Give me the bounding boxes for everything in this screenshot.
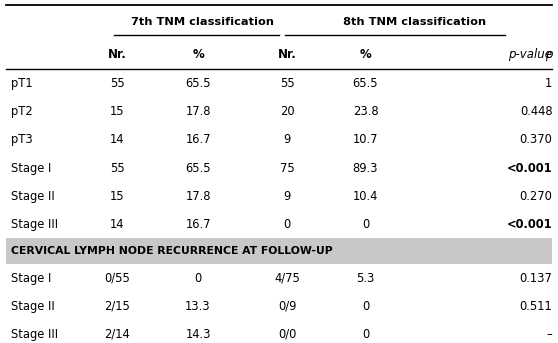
Text: 0: 0 (362, 218, 369, 231)
Text: 89.3: 89.3 (353, 162, 378, 175)
Text: –: – (547, 328, 552, 341)
Text: 65.5: 65.5 (185, 77, 211, 90)
Text: 17.8: 17.8 (185, 105, 211, 118)
Text: Stage II: Stage II (11, 190, 55, 203)
Text: %: % (359, 48, 372, 60)
Text: 23.8: 23.8 (353, 105, 378, 118)
Text: 13.3: 13.3 (185, 300, 211, 313)
Text: p: p (545, 48, 552, 60)
Text: 0.511: 0.511 (519, 300, 552, 313)
Text: 2/14: 2/14 (104, 328, 130, 341)
Text: 1: 1 (545, 77, 552, 90)
Text: 65.5: 65.5 (185, 162, 211, 175)
Text: 55: 55 (110, 77, 124, 90)
Text: Nr.: Nr. (108, 48, 127, 60)
Text: 4/75: 4/75 (275, 272, 300, 285)
Text: 0: 0 (362, 300, 369, 313)
Text: 0/55: 0/55 (104, 272, 130, 285)
Text: 14: 14 (110, 133, 124, 146)
Text: 0: 0 (284, 218, 291, 231)
Text: 0.370: 0.370 (519, 133, 552, 146)
Text: pT3: pT3 (11, 133, 33, 146)
Text: p-value: p-value (508, 48, 552, 60)
Text: 75: 75 (280, 162, 295, 175)
Text: %: % (192, 48, 204, 60)
Text: pT2: pT2 (11, 105, 33, 118)
Text: 55: 55 (110, 162, 124, 175)
Text: Stage I: Stage I (11, 162, 51, 175)
Text: Stage I: Stage I (11, 272, 51, 285)
Text: 16.7: 16.7 (185, 133, 211, 146)
Text: 10.4: 10.4 (353, 190, 378, 203)
Text: Stage III: Stage III (11, 328, 58, 341)
Text: 2/15: 2/15 (104, 300, 130, 313)
Text: 16.7: 16.7 (185, 218, 211, 231)
Text: 9: 9 (284, 133, 291, 146)
Text: 0.137: 0.137 (519, 272, 552, 285)
Text: 0.270: 0.270 (519, 190, 552, 203)
Text: 0: 0 (362, 328, 369, 341)
Text: 0.448: 0.448 (520, 105, 552, 118)
Text: 15: 15 (110, 190, 124, 203)
Text: Nr.: Nr. (278, 48, 297, 60)
Text: 14.3: 14.3 (185, 328, 211, 341)
Text: 0: 0 (195, 272, 201, 285)
Text: 17.8: 17.8 (185, 190, 211, 203)
Text: Stage II: Stage II (11, 300, 55, 313)
Text: 9: 9 (284, 190, 291, 203)
Text: <0.001: <0.001 (507, 162, 552, 175)
Text: CERVICAL LYMPH NODE RECURRENCE AT FOLLOW-UP: CERVICAL LYMPH NODE RECURRENCE AT FOLLOW… (11, 246, 333, 256)
Text: 65.5: 65.5 (353, 77, 378, 90)
Text: 5.3: 5.3 (357, 272, 374, 285)
Text: <0.001: <0.001 (507, 218, 552, 231)
Text: 10.7: 10.7 (353, 133, 378, 146)
Text: 0/9: 0/9 (278, 300, 296, 313)
Text: 20: 20 (280, 105, 295, 118)
Text: 14: 14 (110, 218, 124, 231)
Text: pT1: pT1 (11, 77, 33, 90)
Text: 8th TNM classification: 8th TNM classification (343, 17, 486, 27)
Text: 15: 15 (110, 105, 124, 118)
Text: 7th TNM classification: 7th TNM classification (131, 17, 274, 27)
Text: Stage III: Stage III (11, 218, 58, 231)
FancyBboxPatch shape (6, 238, 552, 264)
Text: 0/0: 0/0 (278, 328, 296, 341)
Text: 55: 55 (280, 77, 295, 90)
